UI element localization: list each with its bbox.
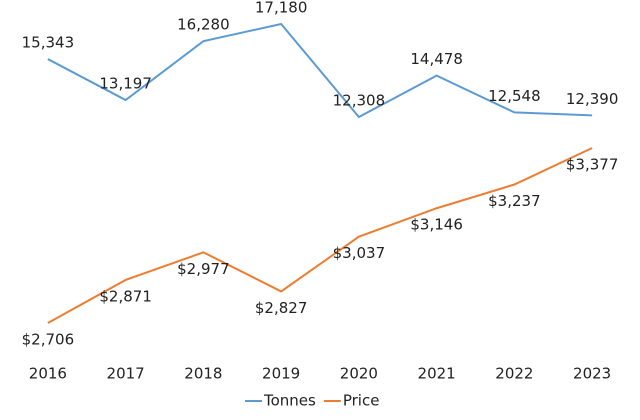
data-label: 16,280 [177,16,230,34]
legend-label: Price [343,392,380,410]
data-label: $3,146 [410,216,463,234]
data-label: $2,977 [177,260,230,278]
data-label: $3,237 [488,192,541,210]
data-label: $2,827 [255,299,308,317]
x-tick-label: 2021 [418,365,456,383]
x-tick-label: 2023 [573,365,611,383]
data-label: 12,308 [333,92,386,110]
data-label: 12,390 [566,90,619,108]
data-label: $3,377 [566,156,619,174]
data-label: 15,343 [22,34,75,52]
x-tick-label: 2020 [340,365,378,383]
series-line [47,22,593,119]
x-tick-label: 2018 [184,365,222,383]
series-line [47,147,593,324]
legend-label: Tonnes [263,392,316,410]
data-label: 17,180 [255,0,308,17]
x-tick-label: 2019 [262,365,300,383]
x-tick-label: 2022 [495,365,533,383]
data-label: 13,197 [99,75,152,93]
data-label: $2,706 [22,331,75,349]
data-label: 12,548 [488,87,541,105]
data-label: $2,871 [99,287,152,305]
data-label: $3,037 [333,244,386,262]
x-tick-label: 2017 [107,365,145,383]
x-tick-label: 2016 [29,365,67,383]
data-label: 14,478 [410,50,463,68]
